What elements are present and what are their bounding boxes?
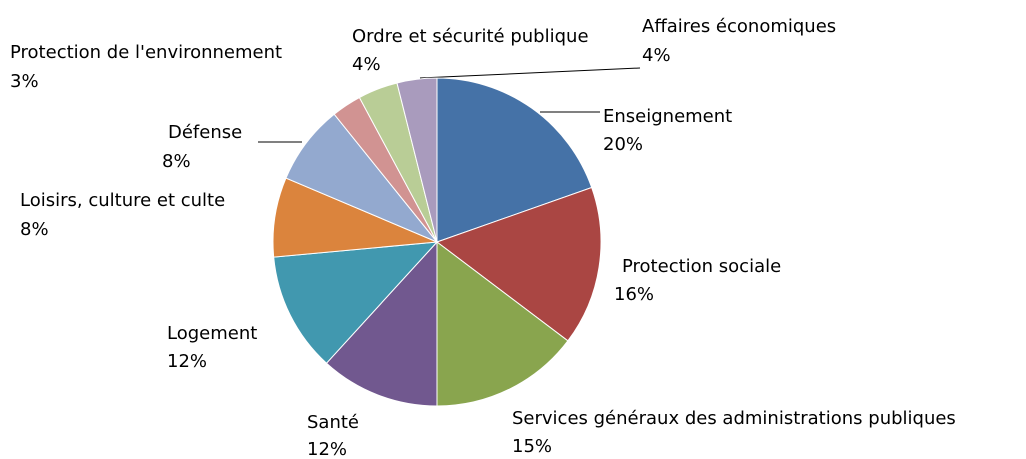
slice-label: Affaires économiques	[642, 16, 836, 37]
slice-label: Enseignement	[603, 106, 732, 127]
pie-slice	[436, 240, 569, 407]
leader-line	[419, 67, 641, 79]
value-label: 12%	[167, 351, 207, 372]
value-label: 15%	[512, 436, 552, 457]
value-label: 3%	[10, 71, 39, 92]
value-label: 8%	[20, 219, 49, 240]
value-label: 4%	[642, 45, 671, 66]
slice-label: Défense	[168, 122, 242, 143]
value-label: 4%	[352, 54, 381, 75]
slice-label: Services généraux des administrations pu…	[512, 408, 956, 429]
slice-label: Protection de l'environnement	[10, 42, 282, 63]
slice-label: Santé	[307, 412, 359, 433]
slice-label: Ordre et sécurité publique	[352, 26, 589, 47]
slice-label: Protection sociale	[622, 256, 781, 277]
value-label: 16%	[614, 284, 654, 305]
value-label: 8%	[162, 151, 191, 172]
slice-label: Logement	[167, 323, 257, 344]
slice-label: Loisirs, culture et culte	[20, 190, 225, 211]
pie-slice	[396, 77, 438, 243]
value-label: 12%	[307, 439, 347, 459]
pie-slice	[325, 240, 438, 407]
value-label: 20%	[603, 134, 643, 155]
pie-slice	[273, 241, 439, 364]
pie-slice	[435, 186, 602, 342]
